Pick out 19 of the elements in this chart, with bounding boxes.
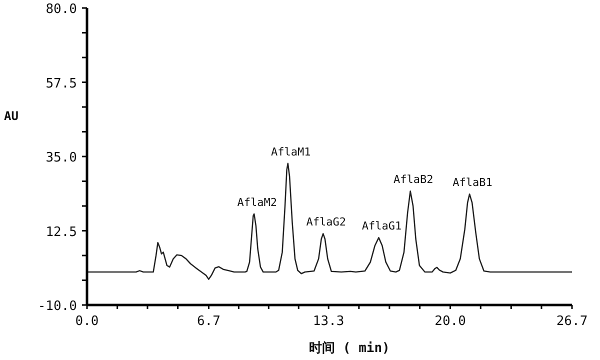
line-series: [86, 162, 573, 280]
annotation: AflaG1: [362, 220, 402, 233]
x-tick-label: 20.0: [434, 314, 466, 329]
x-tick-label: 26.7: [556, 314, 588, 329]
y-tick-label: 35.0: [46, 150, 77, 166]
x-tick-label: 13.3: [312, 314, 344, 329]
y-tick-label: 12.5: [46, 224, 77, 240]
annotation: AflaB2: [393, 173, 434, 186]
y-tick-label: 80.0: [46, 2, 77, 17]
x-tick-label: 6.7: [196, 314, 220, 329]
y-tick-label: -10.0: [38, 299, 77, 314]
annotation: AflaM1: [271, 145, 311, 158]
y-tick-label: 57.5: [46, 76, 77, 92]
x-axis-title: 时间 ( min): [309, 341, 390, 356]
annotation: AflaB1: [452, 176, 492, 190]
annotation: AflaM2: [237, 196, 277, 209]
x-tick-label: 0.0: [75, 314, 99, 329]
annotation: AflaG2: [306, 216, 346, 229]
y-axis-title: AU: [4, 109, 18, 123]
